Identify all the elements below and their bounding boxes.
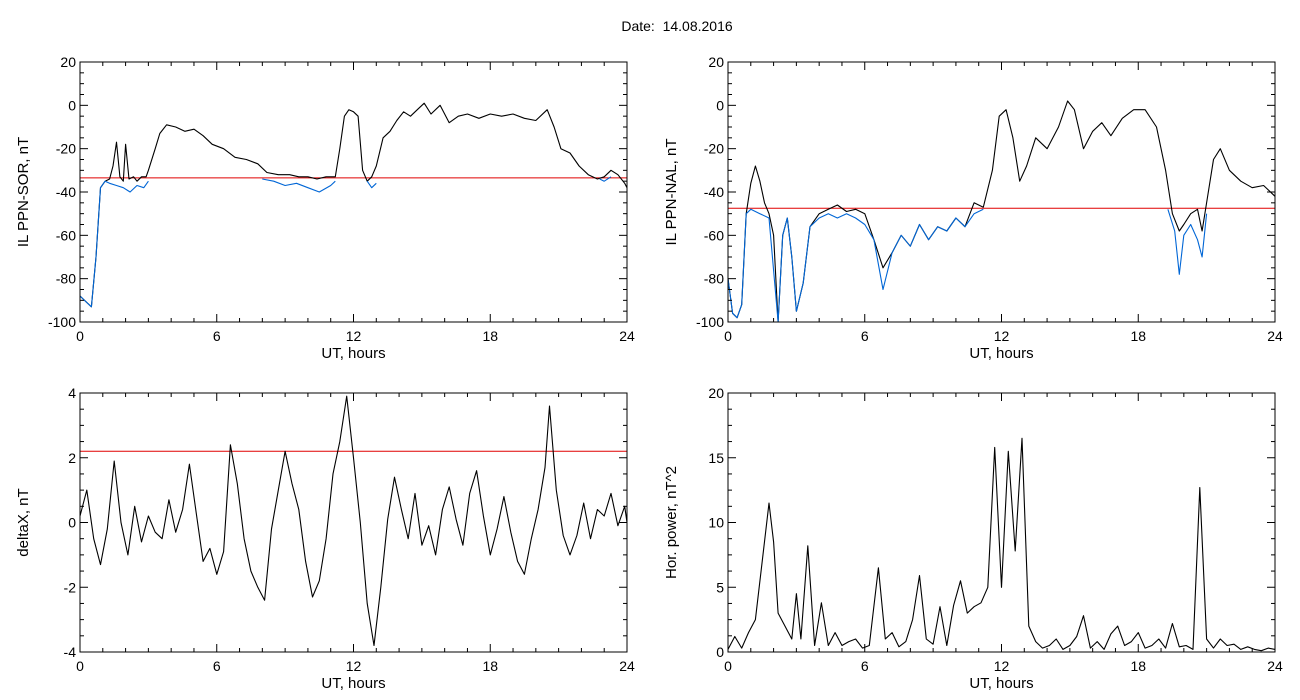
- y-tick-label: -20: [56, 141, 76, 157]
- x-tick-label: 0: [724, 328, 732, 344]
- y-tick-label: -40: [56, 184, 76, 200]
- x-tick-label: 24: [619, 658, 635, 674]
- x-tick-label: 0: [724, 658, 732, 674]
- y-tick-label: -80: [56, 271, 76, 287]
- x-axis-label: UT, hours: [969, 675, 1033, 692]
- y-tick-label: -4: [64, 644, 77, 660]
- x-tick-label: 12: [994, 328, 1010, 344]
- chart-panel-1: 0 6 12 18 24 -100 -80 -60 -40 -20 0 20 UT, hours IL P…: [15, 54, 635, 362]
- y-tick-label: -80: [704, 271, 724, 287]
- x-axis-label: UT, hours: [321, 345, 385, 362]
- y-tick-label: 0: [716, 644, 724, 660]
- y-tick-label: 0: [716, 97, 724, 113]
- y-axis-label: IL PPN-SOR, nT: [15, 137, 32, 247]
- series-line-2: [79, 180, 149, 308]
- x-tick-label: 6: [213, 328, 221, 344]
- y-tick-label: 5: [716, 579, 724, 595]
- y-tick-label: 15: [708, 450, 724, 466]
- series-line-4: [366, 180, 377, 189]
- figure-title: Date: 14.08.2016: [621, 18, 733, 34]
- plot-frame: [79, 61, 628, 323]
- x-tick-label: 0: [76, 658, 84, 674]
- y-tick-label: -100: [696, 314, 724, 330]
- x-tick-label: 6: [213, 658, 221, 674]
- y-tick-label: 0: [68, 515, 76, 531]
- x-tick-label: 12: [346, 328, 362, 344]
- series-line-1: [727, 437, 1276, 652]
- y-tick-label: 20: [60, 54, 76, 70]
- plot-frame: [727, 61, 1276, 323]
- y-tick-label: 20: [708, 385, 724, 401]
- plot-frame: [79, 392, 628, 653]
- x-tick-label: 6: [861, 328, 869, 344]
- series-line-5: [599, 176, 612, 182]
- y-axis-label: Hor. power, nT^2: [663, 466, 680, 579]
- x-tick-label: 12: [994, 658, 1010, 674]
- x-tick-label: 18: [482, 658, 498, 674]
- x-tick-label: 18: [1130, 328, 1146, 344]
- x-tick-label: 18: [1130, 658, 1146, 674]
- series-line-1: [79, 395, 628, 647]
- y-tick-label: -40: [704, 184, 724, 200]
- y-tick-label: -2: [64, 579, 77, 595]
- y-tick-label: 4: [68, 385, 76, 401]
- x-tick-label: 6: [861, 658, 869, 674]
- y-tick-label: 10: [708, 515, 724, 531]
- y-tick-label: 0: [68, 97, 76, 113]
- series-line-2: [727, 208, 984, 323]
- x-tick-label: 0: [76, 328, 84, 344]
- series-line-3: [262, 178, 336, 193]
- y-tick-label: -60: [704, 227, 724, 243]
- y-axis-label: IL PPN-NAL, nT: [663, 139, 680, 246]
- x-axis-label: UT, hours: [321, 675, 385, 692]
- y-tick-label: 20: [708, 54, 724, 70]
- x-axis-label: UT, hours: [969, 345, 1033, 362]
- y-tick-label: -20: [704, 141, 724, 157]
- x-tick-label: 18: [482, 328, 498, 344]
- series-line-3: [1167, 209, 1208, 275]
- x-tick-label: 24: [1267, 328, 1283, 344]
- series-line-1: [79, 102, 628, 308]
- chart-panel-2: 0 6 12 18 24 -100 -80 -60 -40 -20 0 20 UT, hours IL P…: [663, 54, 1283, 362]
- y-axis-label: deltaX, nT: [15, 488, 32, 556]
- x-tick-label: 24: [1267, 658, 1283, 674]
- x-tick-label: 24: [619, 328, 635, 344]
- y-tick-label: 2: [68, 450, 76, 466]
- y-tick-label: -100: [48, 314, 76, 330]
- chart-panel-4: 0 6 12 18 24 0 5 10 15 20 UT, hours Hor. power, nT^…: [663, 385, 1283, 692]
- plot-frame: [727, 392, 1276, 653]
- y-tick-label: -60: [56, 227, 76, 243]
- x-tick-label: 12: [346, 658, 362, 674]
- series-line-1: [727, 100, 1276, 323]
